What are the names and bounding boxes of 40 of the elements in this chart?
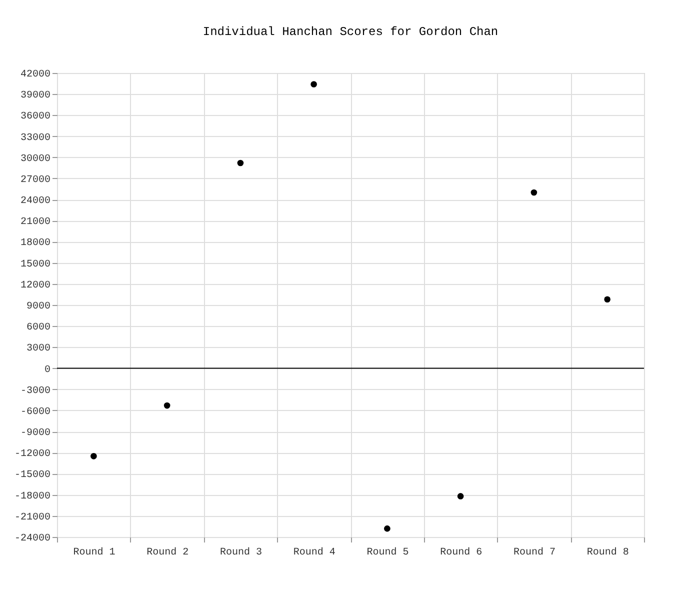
chart-title: Individual Hanchan Scores for Gordon Chan	[202, 25, 498, 39]
point	[310, 81, 317, 88]
x-tick-label: Round 3	[220, 546, 262, 558]
y-tick-label: 39000	[20, 90, 50, 102]
point	[457, 493, 464, 500]
point	[530, 189, 538, 196]
y-tick-label: -3000	[20, 386, 50, 397]
y-tick-label: 12000	[20, 280, 50, 292]
x-tick-label: Round 5	[366, 546, 409, 558]
y-tick-label: 42000	[20, 70, 50, 80]
y-tick-label: 27000	[20, 174, 50, 186]
point	[90, 452, 97, 460]
x-tick-label: Round 1	[73, 546, 116, 558]
y-tick-label: -15000	[14, 470, 50, 482]
y-tick-label: 9000	[26, 302, 50, 312]
point	[237, 160, 244, 166]
y-tick-label: 36000	[20, 112, 50, 123]
point	[604, 296, 610, 303]
y-tick-label: -24000	[14, 534, 50, 544]
x-tick-label: Round 6	[440, 546, 482, 558]
y-tick-label: 18000	[20, 238, 50, 250]
point	[384, 525, 390, 532]
y-tick-label: 33000	[20, 132, 50, 144]
y-tick-label: 30000	[20, 154, 50, 165]
y-tick-label: 21000	[20, 217, 50, 228]
y-tick-label: -12000	[14, 449, 50, 460]
y-tick-label: 24000	[20, 196, 50, 208]
x-tick-label: Round 4	[293, 546, 336, 558]
y-tick-label: 3000	[26, 344, 50, 355]
point	[164, 402, 170, 409]
x-tick-label: Round 8	[586, 546, 629, 558]
y-tick-label: 6000	[26, 322, 50, 334]
x-tick-label: Round 2	[146, 546, 189, 558]
y-tick-label: -9000	[20, 428, 50, 440]
y-tick-label: -21000	[14, 512, 50, 524]
x-tick-label: Round 7	[513, 546, 556, 558]
y-tick-label: -6000	[20, 406, 50, 418]
y-tick-label: 0	[44, 364, 50, 376]
y-tick-label: 15000	[20, 259, 50, 270]
y-tick-label: -18000	[14, 491, 50, 502]
